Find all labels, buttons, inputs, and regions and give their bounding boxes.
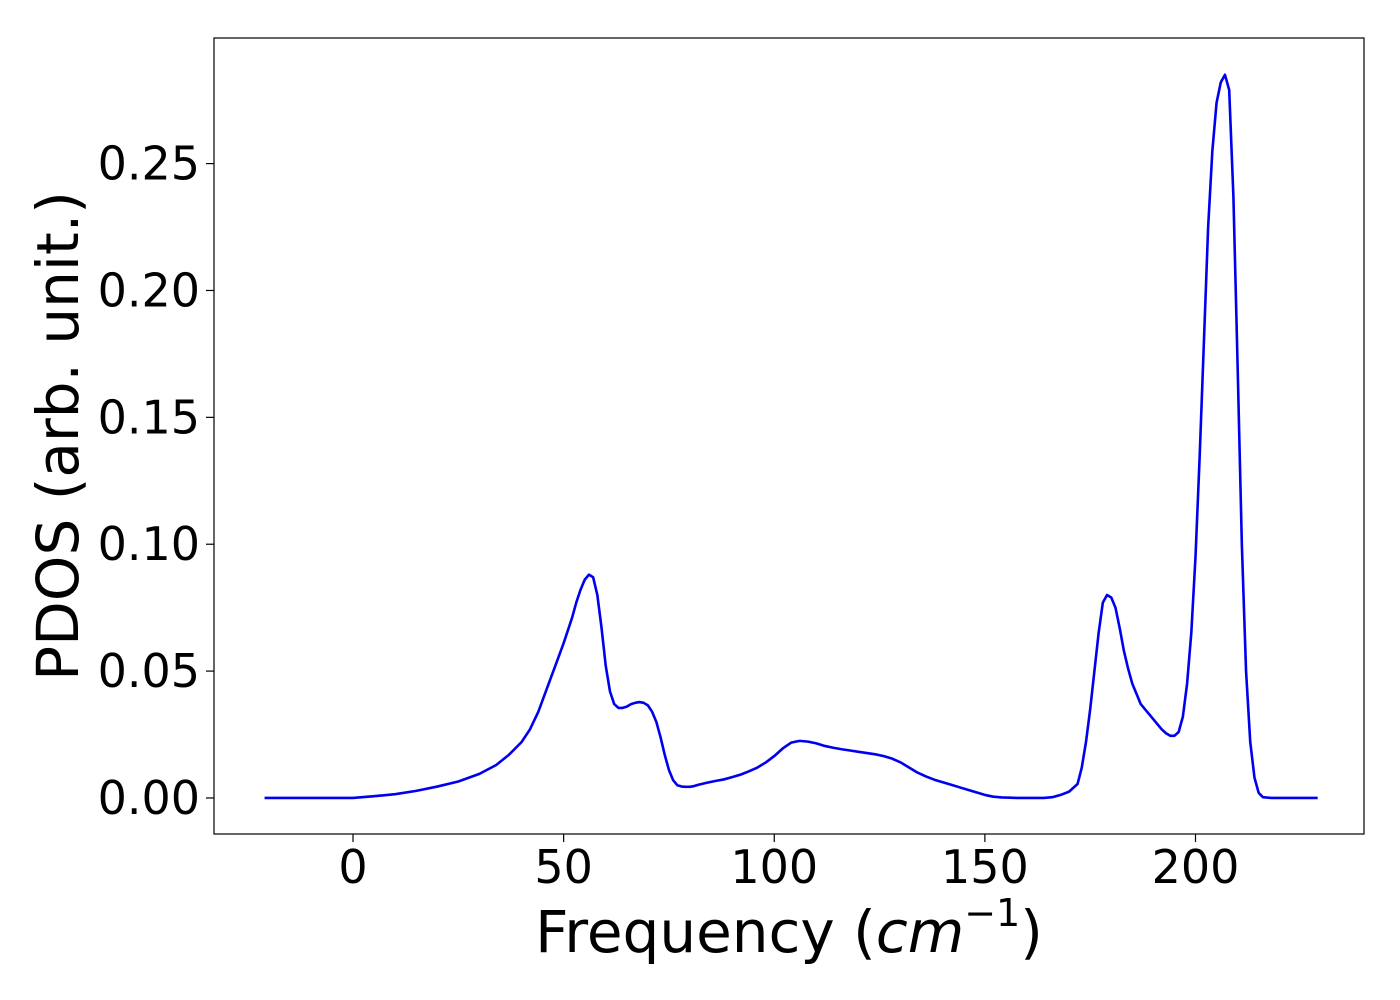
x-tick-label: 0 — [338, 840, 367, 894]
axes-frame — [213, 37, 1365, 835]
x-tick-label: 100 — [730, 840, 818, 894]
x-tick-label: 150 — [941, 840, 1029, 894]
x-tick-label: 200 — [1152, 840, 1240, 894]
y-tick-label: 0.20 — [98, 263, 200, 317]
y-tick-label: 0.15 — [98, 390, 200, 444]
y-tick-label: 0.10 — [98, 517, 200, 571]
series-line-0 — [264, 73, 1318, 800]
x-axis-label-close: ) — [1020, 898, 1043, 966]
x-axis-ticks: 0 50 100 150 200 — [338, 834, 1239, 894]
y-tick-label: 0.00 — [98, 771, 200, 825]
x-axis-label-var: cm — [876, 898, 964, 966]
y-tick-label: 0.05 — [98, 644, 200, 698]
y-tick-label: 0.25 — [98, 137, 200, 191]
y-axis-label: PDOS (arb. unit.) — [24, 191, 92, 681]
x-axis-label-sup: −1 — [964, 891, 1020, 935]
plot-area — [264, 73, 1318, 800]
x-axis-label-main: Frequency ( — [535, 898, 876, 966]
x-axis-label: Frequency (cm−1) — [535, 891, 1043, 966]
x-tick-label: 50 — [534, 840, 593, 894]
y-axis-ticks: 0.00 0.05 0.10 0.15 0.20 0.25 — [98, 137, 214, 825]
